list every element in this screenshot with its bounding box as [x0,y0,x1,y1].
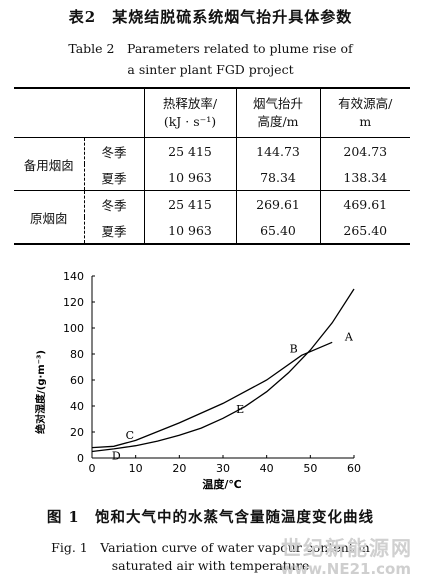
header-plume-rise-line2: 高度/m [257,114,299,129]
x-tick-label: 40 [260,462,274,475]
y-tick-label: 60 [70,374,84,387]
chart-annotations: A B CD E [112,330,354,462]
watermark-url: www.NE21.com [280,560,411,578]
x-tick-label: 10 [129,462,143,475]
y-tick-label: 40 [70,400,84,413]
point-label-e: E [236,403,244,416]
x-tick-label: 60 [347,462,361,475]
y-axis-label: 绝对湿度/(g·m⁻³) [34,350,47,434]
x-tick-label: 20 [172,462,186,475]
group-name-cell: 原烟囱 [14,190,84,245]
heat-cell: 25 415 [143,137,236,164]
header-plume-rise: 烟气抬升 高度/m [235,87,320,138]
humidity-temperature-chart: 0 10 20 30 40 50 60 0 20 40 60 80 100 120 140 A B CD E 温度… [34,270,361,491]
header-blank-1 [14,87,84,138]
header-blank-2 [84,87,144,138]
y-tick-label: 80 [70,348,84,361]
season-cell: 冬季 [83,137,144,164]
rise-cell: 144.73 [235,137,320,164]
figure-caption-en-line2: saturated air with temperature [111,558,310,573]
table-header-row: 热释放率/ (kJ · s⁻¹) 烟气抬升 高度/m 有效源高/ m [14,87,410,138]
table-title-en-line1: Table 2 Parameters related to plume rise… [68,41,353,56]
table-row: 原烟囱 冬季 25 415 269.61 469.61 [14,190,410,245]
y-tick-label: 140 [63,270,84,283]
season-cell: 夏季 [83,164,144,191]
table-title-cn: 表2 某烧结脱硫系统烟气抬升具体参数 [68,8,353,26]
chart-lines [91,288,355,453]
figure-caption-cn: 图 1 饱和大气中的水蒸气含量随温度变化曲线 [46,509,375,526]
height-cell: 469.61 [319,190,410,217]
watermark-logo-text: 世纪新能源网 [281,536,413,560]
height-cell: 265.40 [319,217,410,245]
rise-cell: 269.61 [235,190,320,217]
header-heat-release-line1: 热释放率/ [162,96,218,111]
x-tick-label: 30 [216,462,230,475]
height-cell: 138.34 [319,164,410,191]
point-label-c: C [126,429,134,442]
point-label-b: B [290,343,298,356]
table-row: 备用烟囱 冬季 25 415 144.73 204.73 [14,137,410,173]
heat-cell: 10 963 [143,164,236,191]
x-tick-label: 50 [303,462,317,475]
parameters-table: 热释放率/ (kJ · s⁻¹) 烟气抬升 高度/m 有效源高/ m 备用烟囱 … [14,87,410,245]
season-cell: 冬季 [83,190,144,217]
rise-cell: 65.40 [235,217,320,245]
figure-caption-en-line1: Fig. 1 Variation curve of water vapour c… [51,540,370,555]
height-cell: 204.73 [319,137,410,164]
heat-cell: 10 963 [143,217,236,245]
header-heat-release-line2: (kJ · s⁻¹) [163,114,217,129]
x-axis-label: 温度/℃ [202,477,241,491]
header-heat-release: 热释放率/ (kJ · s⁻¹) [143,87,236,138]
header-effective-height-line1: 有效源高/ [338,96,393,111]
plume-line-curve [91,341,333,449]
table-title-en-line2: a sinter plant FGD project [127,62,294,77]
y-tick-label: 100 [63,322,84,335]
header-effective-height-line2: m [359,114,372,129]
saturation-curve [91,288,355,453]
season-cell: 夏季 [83,217,144,245]
y-tick-label: 0 [77,452,84,465]
chart-ticks: 0 10 20 30 40 50 60 0 20 40 60 80 100 120 140 [63,270,361,475]
header-effective-height: 有效源高/ m [319,87,410,138]
x-tick-label: 0 [89,462,96,475]
rise-cell: 78.34 [235,164,320,191]
point-label-a: A [344,330,354,343]
point-label-d: D [112,450,121,463]
header-plume-rise-line1: 烟气抬升 [252,96,303,111]
y-tick-label: 20 [70,426,84,439]
y-tick-label: 120 [63,296,84,309]
table-row: 夏季 10 963 78.34 138.34 [14,164,410,191]
heat-cell: 25 415 [143,190,236,217]
group-name-cell: 备用烟囱 [23,157,74,173]
table-row: 夏季 10 963 65.40 265.40 [14,217,410,245]
